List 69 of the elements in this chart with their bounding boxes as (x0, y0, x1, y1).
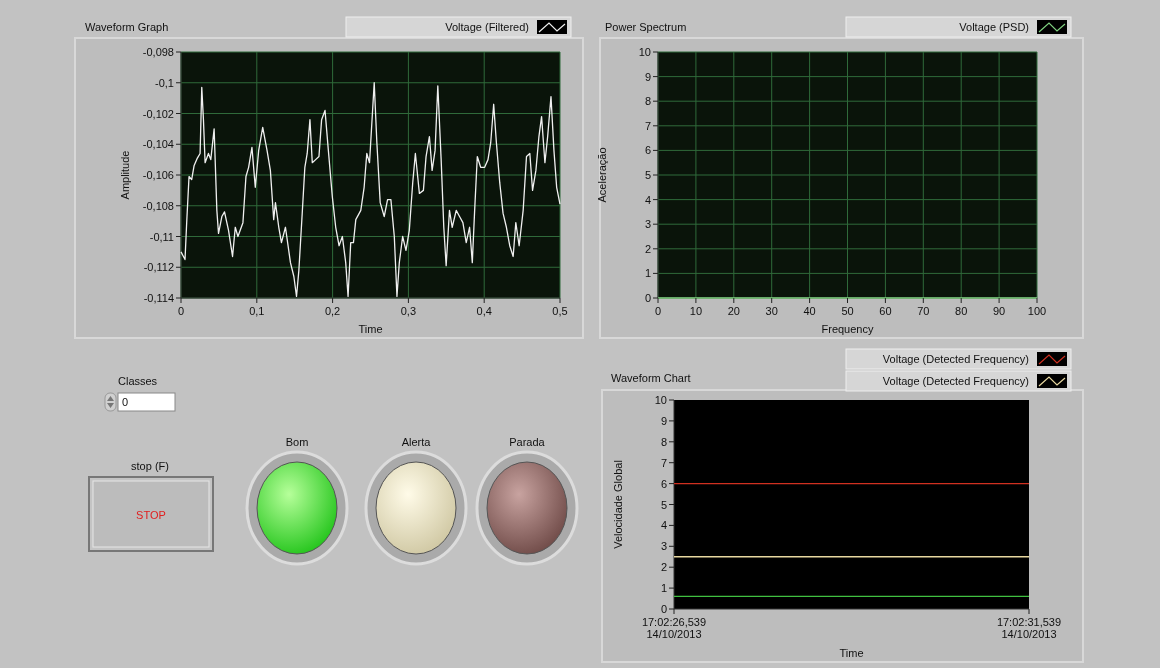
y-tick-label: -0,108 (142, 199, 174, 212)
x-tick-label: 0,2 (324, 305, 341, 317)
x-axis-title: Frequency (821, 323, 874, 335)
y-axis-title: Velocidade Global (612, 460, 624, 549)
x-tick-label: 70 (917, 305, 930, 317)
x-axis-title: Time (358, 323, 383, 335)
y-tick-label: 7 (660, 456, 667, 469)
x-axis-title: Time (839, 647, 864, 659)
legend-label: Voltage (PSD) (959, 21, 1029, 33)
legend-label: Voltage (Detected Frequency) (882, 375, 1029, 387)
x-tick-label: 100 (1027, 305, 1047, 317)
x-tick-label: 0 (177, 305, 185, 317)
y-tick-label: -0,114 (143, 292, 174, 304)
x-tick-label: 10 (689, 305, 703, 317)
x-tick-label: 30 (765, 305, 778, 317)
y-tick-label: 8 (660, 435, 667, 448)
y-axis-title: Amplitude (119, 150, 131, 200)
y-tick-label: -0,104 (142, 138, 174, 151)
y-tick-label: 4 (644, 193, 651, 206)
y-tick-label: 10 (638, 46, 651, 58)
text: Classes (118, 375, 158, 387)
text: Parada (509, 436, 546, 448)
y-tick-label: 1 (660, 582, 667, 595)
y-tick-label: -0,098 (142, 46, 174, 58)
x-tick-label: 90 (992, 305, 1006, 317)
y-tick-label: 8 (644, 95, 651, 108)
y-tick-label: 1 (644, 267, 651, 280)
y-tick-label: 6 (644, 144, 651, 157)
y-tick-label: 3 (660, 540, 667, 553)
y-tick-label: -0,112 (143, 261, 174, 274)
x-tick-label: 0,3 (400, 305, 417, 317)
chart-title: Waveform Chart (611, 372, 691, 384)
y-tick-label: 5 (660, 498, 667, 511)
y-tick-label: 0 (644, 292, 651, 304)
x-tick-label: 0,5 (552, 305, 568, 317)
y-tick-label: 3 (644, 218, 651, 231)
chart-title: Waveform Graph (85, 21, 169, 33)
x-tick-label: 0,4 (476, 305, 492, 317)
chart-title: Power Spectrum (605, 21, 687, 33)
x-tick-label: 50 (841, 305, 854, 317)
x-tick-label: 60 (879, 305, 892, 317)
text: 0 (122, 396, 129, 408)
y-tick-label: 7 (644, 119, 651, 132)
text: Bom (285, 436, 309, 448)
x-tick-label: 0,1 (249, 305, 265, 317)
text: stop (F) (131, 460, 169, 472)
x-tick-label: 17:02:31,539 14/10/2013 (996, 616, 1062, 640)
y-tick-label: 5 (644, 169, 651, 181)
y-tick-label: 6 (660, 477, 667, 490)
y-tick-label: 2 (644, 242, 651, 255)
y-axis-title: Aceleração (596, 147, 608, 203)
y-tick-label: 9 (660, 414, 667, 427)
y-tick-label: 9 (644, 70, 651, 83)
y-tick-label: -0,102 (142, 107, 174, 120)
x-tick-label: 80 (955, 305, 968, 317)
x-tick-label: 20 (727, 305, 740, 317)
legend-label: Voltage (Detected Frequency) (882, 353, 1029, 365)
text: Alerta (401, 436, 432, 448)
y-tick-label: -0,11 (149, 230, 174, 243)
x-tick-label: 40 (803, 305, 816, 317)
legend-label: Voltage (Filtered) (445, 21, 529, 33)
y-tick-label: 10 (654, 394, 667, 406)
x-tick-label: 17:02:26,539 14/10/2013 (641, 616, 707, 640)
y-tick-label: 0 (660, 603, 667, 615)
y-tick-label: 2 (660, 561, 667, 574)
text: STOP (136, 509, 166, 521)
y-tick-label: 4 (660, 519, 667, 532)
y-tick-label: -0,1 (155, 76, 174, 89)
y-tick-label: -0,106 (142, 169, 174, 181)
